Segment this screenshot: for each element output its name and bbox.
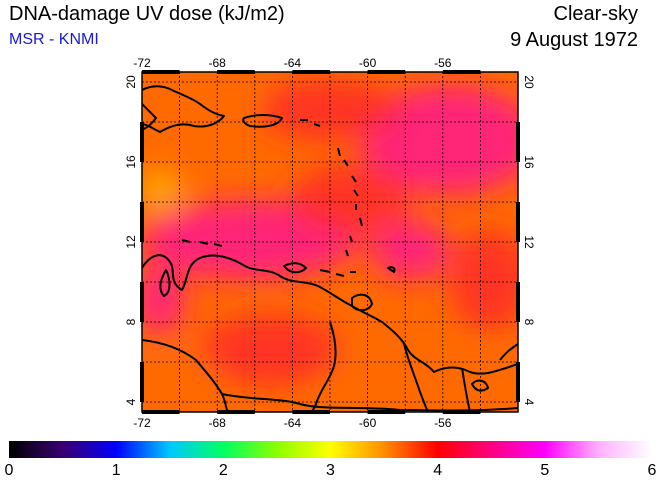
colorbar-tick-label: 5 [540, 462, 549, 479]
lon-tick-bottom: -60 [359, 416, 377, 430]
frame-checker-bars [140, 70, 520, 414]
frame-bar [442, 410, 481, 414]
source-label: MSR - KNMI [9, 31, 99, 48]
colorbar-tick-label: 1 [112, 462, 121, 479]
frame-bar [140, 362, 144, 402]
lat-tick-left: 20 [124, 75, 138, 89]
field-blob [200, 315, 340, 385]
lat-tick-right: 8 [522, 319, 536, 326]
frame-bar [367, 410, 406, 414]
colorbar-tick-label: 4 [433, 462, 442, 479]
border-guyana-suriname [403, 343, 429, 412]
lon-tick-top: -60 [359, 56, 377, 70]
lon-tick-top: -64 [284, 56, 302, 70]
border-suriname-guiana [461, 367, 471, 412]
lon-tick-bottom: -72 [133, 416, 151, 430]
coastline-southern-islands [319, 269, 356, 277]
lat-tick-left: 4 [124, 398, 138, 405]
sky-condition-label: Clear-sky [553, 3, 638, 25]
frame-bar [217, 410, 255, 414]
coastline-virgin-islands [300, 119, 321, 127]
frame-bar [140, 202, 144, 242]
coastline-cuba-edge [142, 103, 157, 131]
frame-bar [292, 410, 330, 414]
coastline-hispaniola [142, 85, 225, 133]
frame-bar [292, 70, 330, 74]
lat-tick-right: 4 [522, 399, 536, 406]
coastline-margarita [283, 262, 307, 274]
lon-tick-bottom: -56 [434, 416, 452, 430]
lon-tick-top: -68 [209, 56, 227, 70]
frame-bar [142, 410, 180, 414]
coastline-lesser-antilles [337, 147, 363, 257]
colorbar-tick-label: 2 [219, 462, 228, 479]
field-blob [142, 355, 220, 405]
lat-tick-left: 12 [124, 235, 138, 249]
lat-tick-right: 20 [522, 75, 536, 89]
colorbar-tick-label: 3 [326, 462, 335, 479]
coastline-venezuela-lake [159, 269, 171, 297]
field-blob [370, 220, 450, 280]
lon-tick-bottom: -64 [284, 416, 302, 430]
border-colombia-venezuela [142, 339, 229, 412]
lon-tick-bottom: -68 [209, 416, 227, 430]
lat-tick-right: 16 [522, 155, 536, 169]
colorbar-gradient [9, 441, 652, 458]
frame-bar [217, 70, 255, 74]
frame-bar [516, 362, 520, 402]
colorbar-tick-label: 0 [5, 462, 14, 479]
lat-tick-left: 16 [124, 155, 138, 169]
field-blob [330, 345, 510, 412]
border-venezuela-guyana [311, 321, 337, 412]
graticule [142, 72, 518, 412]
date-label: 9 August 1972 [510, 29, 638, 51]
lon-tick-top: -72 [133, 56, 151, 70]
coastline-trinidad [351, 293, 373, 312]
colorbar: 0 1 2 3 4 5 6 [5, 441, 657, 479]
frame-bar [516, 202, 520, 242]
coastline-east-coast [499, 343, 518, 361]
colorbar-labels: 0 1 2 3 4 5 6 [5, 462, 657, 479]
frame-bar [516, 282, 520, 322]
coastline-abc-islands [181, 239, 223, 247]
field-blob [142, 170, 182, 210]
frame-bar [367, 70, 406, 74]
field-blob [142, 72, 260, 115]
frame-bar [140, 282, 144, 322]
field-blob [450, 230, 518, 330]
field-blob [290, 165, 410, 235]
coastline-inlet [471, 379, 489, 392]
lat-tick-left: 8 [124, 318, 138, 325]
frame-bar [142, 70, 180, 74]
coastline-tobago [387, 266, 396, 273]
coastline-south-america [142, 254, 518, 375]
uv-dose-field [142, 72, 518, 412]
colorbar-tick-label: 6 [648, 462, 657, 479]
map-title: DNA-damage UV dose (kJ/m2) [9, 3, 285, 25]
frame-bar [140, 122, 144, 162]
lat-tick-right: 12 [522, 235, 536, 249]
frame-bar [516, 122, 520, 162]
frame-bar [442, 70, 481, 74]
lon-tick-top: -56 [434, 56, 452, 70]
axis-tick-labels: -72 -72 -68 -68 -64 -64 -60 -60 -56 -56 4 4 8 8 12 12 16… [124, 56, 536, 430]
